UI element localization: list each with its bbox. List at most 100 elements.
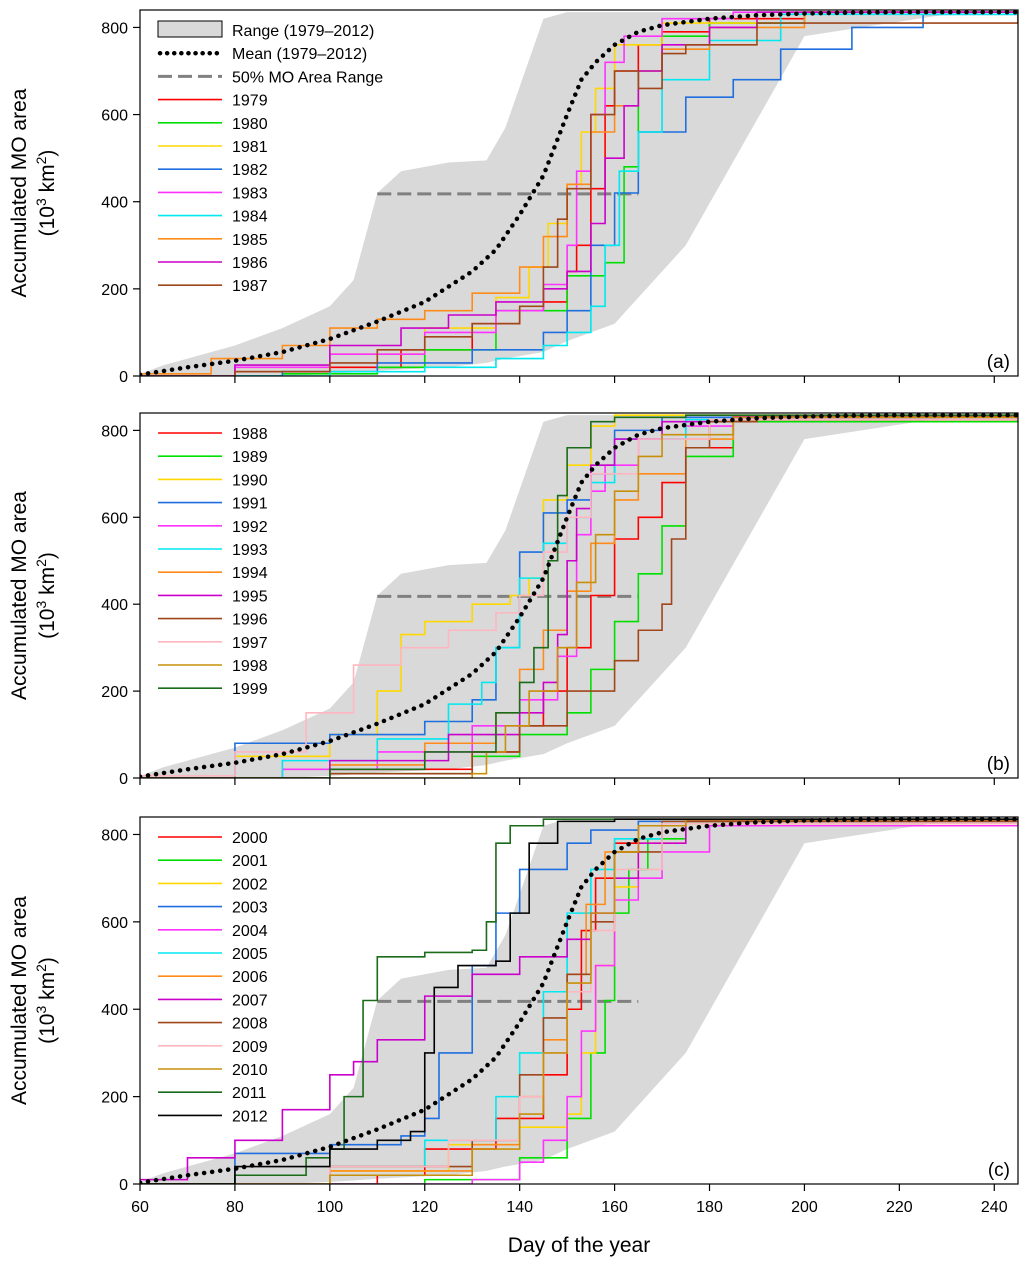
series-line-1997 [140, 415, 1018, 777]
x-tick-label: 160 [601, 1199, 628, 1216]
legend-label-1989: 1989 [232, 449, 268, 466]
series-line-1982 [140, 12, 1018, 376]
x-axis-label: Day of the year [508, 1234, 650, 1257]
series-line-1986 [140, 11, 1018, 376]
legend-label-1980: 1980 [232, 116, 268, 133]
y-tick-label: 600 [101, 510, 128, 527]
x-tick-label: 220 [886, 1199, 913, 1216]
series-line-1995 [140, 415, 1018, 778]
y-axis-label: Accumulated MO area [8, 88, 31, 297]
legend-label-2000: 2000 [232, 830, 268, 847]
y-tick-label: 600 [101, 108, 128, 125]
legend-label-1982: 1982 [232, 162, 268, 179]
legend-label-1997: 1997 [232, 635, 268, 652]
unit-superscript: 3 [33, 1006, 49, 1014]
y-tick-label: 200 [101, 282, 128, 299]
legend-label-1983: 1983 [232, 185, 268, 202]
legend-label-2008: 2008 [232, 1016, 268, 1033]
legend-label-range: Range (1979–2012) [232, 23, 374, 40]
legend-label-2010: 2010 [232, 1062, 268, 1079]
legend-label-mean: Mean (1979–2012) [232, 46, 367, 63]
x-tick-label: 120 [411, 1199, 438, 1216]
x-tick-label: 240 [981, 1199, 1008, 1216]
unit-superscript: 3 [33, 601, 49, 609]
legend-label-1984: 1984 [232, 209, 268, 226]
series-line-2010 [140, 818, 1018, 1184]
y-tick-label: 800 [101, 20, 128, 37]
series-line-1987 [140, 12, 1018, 376]
y-tick-label: 800 [101, 827, 128, 844]
legend-label-2011: 2011 [232, 1085, 267, 1102]
y-axis-unit-label: (103 km2) [33, 552, 59, 639]
legend: 2000 2001 2002 2003 2004 2005 2006 2007 2008 2009… [158, 830, 268, 1125]
unit-superscript: 2 [33, 559, 49, 567]
series-line-1983 [140, 11, 1018, 376]
y-tick-label: 0 [119, 369, 128, 386]
panel-b: 0 200 400 600 800 Accumulated MO area (103 km2… [8, 412, 1019, 788]
legend-label-1981: 1981 [232, 139, 268, 156]
legend-label-2002: 2002 [232, 876, 268, 893]
y-tick-label: 200 [101, 1090, 128, 1107]
y-tick-label: 200 [101, 684, 128, 701]
y-axis-label: Accumulated MO area [8, 491, 31, 700]
legend-label-2005: 2005 [232, 946, 268, 963]
plot-area [140, 413, 1018, 778]
unit-superscript: 2 [33, 964, 49, 972]
y-tick-label: 800 [101, 423, 128, 440]
y-axis-unit-label: (103 km2) [33, 957, 59, 1044]
x-tick-label: 180 [696, 1199, 723, 1216]
x-tick-label: 100 [316, 1199, 343, 1216]
series-line-2004 [140, 819, 1018, 1184]
legend-label-1996: 1996 [232, 612, 268, 629]
legend-label-1998: 1998 [232, 658, 268, 675]
plot-frame [139, 816, 1019, 1185]
series-line-1991 [140, 415, 1018, 778]
unit-text: km [36, 567, 59, 601]
x-tick-label: 200 [791, 1199, 818, 1216]
legend-label-2009: 2009 [232, 1039, 268, 1056]
legend-label-2004: 2004 [232, 923, 268, 940]
unit-text: (10 [36, 1014, 59, 1044]
series-line-1999 [140, 414, 1018, 778]
plot-frame [139, 9, 1019, 377]
legend-label-1990: 1990 [232, 472, 268, 489]
legend-label-1985: 1985 [232, 232, 268, 249]
series-line-2007 [140, 819, 1018, 1181]
panel-label: (a) [987, 352, 1010, 373]
unit-text: ) [36, 552, 59, 559]
y-tick-label: 400 [101, 597, 128, 614]
legend-label-1999: 1999 [232, 681, 268, 698]
series-line-2012 [140, 818, 1018, 1184]
x-tick-label: 140 [506, 1199, 533, 1216]
legend-label-2006: 2006 [232, 969, 268, 986]
legend-label-1986: 1986 [232, 255, 268, 272]
legend-label-2007: 2007 [232, 992, 268, 1009]
panel-a: 0 200 400 600 800 Accumulated MO area (103 km2… [8, 9, 1019, 386]
legend-label-1995: 1995 [232, 588, 268, 605]
legend-label-1991: 1991 [232, 496, 268, 513]
legend-label-1987: 1987 [232, 278, 268, 295]
x-tick-label: 80 [226, 1199, 244, 1216]
plot-area [140, 10, 1018, 376]
y-axis-unit-label: (103 km2) [33, 150, 59, 237]
series-line-2011 [140, 818, 1018, 1184]
mean-line [140, 817, 1018, 1184]
y-tick-label: 0 [119, 771, 128, 788]
panel-label: (b) [987, 754, 1010, 775]
panel-label: (c) [988, 1160, 1010, 1181]
legend-label-2012: 2012 [232, 1108, 268, 1125]
panel-c: 0 200 400 600 800 60 80 100 120 140 160 180 200 220 24… [8, 816, 1019, 1257]
y-tick-label: 400 [101, 1002, 128, 1019]
y-tick-label: 600 [101, 915, 128, 932]
legend: Range (1979–2012) Mean (1979–2012) 50% MO … [157, 20, 383, 295]
legend-label-1993: 1993 [232, 542, 268, 559]
unit-text: (10 [36, 609, 59, 639]
mean-line [140, 413, 1018, 778]
mean-line [140, 10, 1018, 376]
series-line-2005 [140, 819, 1018, 1184]
legend-label-1994: 1994 [232, 565, 268, 582]
legend-label-1992: 1992 [232, 519, 268, 536]
unit-text: ) [36, 150, 59, 157]
